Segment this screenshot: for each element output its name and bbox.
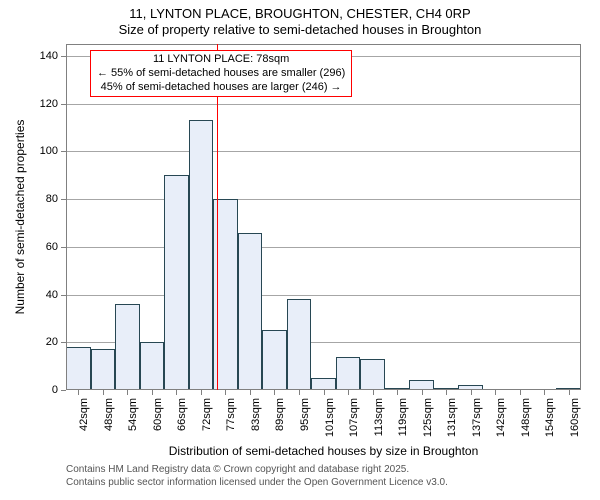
plot-area: 02040608010012014042sqm48sqm54sqm60sqm66… xyxy=(66,44,581,390)
x-tick-mark xyxy=(324,390,325,395)
plot-border xyxy=(66,44,67,390)
histogram-bar xyxy=(262,330,287,390)
y-tick-label: 140 xyxy=(40,50,66,62)
y-tick-label: 0 xyxy=(52,384,66,396)
x-tick-label: 83sqm xyxy=(250,398,262,431)
x-tick-mark xyxy=(274,390,275,395)
x-tick-mark xyxy=(201,390,202,395)
y-tick-label: 120 xyxy=(40,98,66,110)
x-tick-label: 131sqm xyxy=(446,398,458,437)
x-tick-mark xyxy=(103,390,104,395)
x-tick-mark xyxy=(299,390,300,395)
annotation-line: 11 LYNTON PLACE: 78sqm xyxy=(97,53,345,67)
x-tick-mark xyxy=(250,390,251,395)
histogram-bar xyxy=(91,349,116,390)
attribution-line-1: Contains HM Land Registry data © Crown c… xyxy=(66,464,448,477)
y-tick-label: 40 xyxy=(46,289,66,301)
x-tick-mark xyxy=(397,390,398,395)
x-tick-label: 54sqm xyxy=(127,398,139,431)
x-tick-mark xyxy=(127,390,128,395)
grid-line xyxy=(66,295,581,296)
annotation-line: 45% of semi-detached houses are larger (… xyxy=(97,81,345,95)
x-tick-mark xyxy=(471,390,472,395)
grid-line xyxy=(66,247,581,248)
x-tick-label: 142sqm xyxy=(495,398,507,437)
x-tick-mark xyxy=(520,390,521,395)
x-tick-label: 125sqm xyxy=(422,398,434,437)
plot-border xyxy=(66,389,581,390)
y-tick-label: 100 xyxy=(40,145,66,157)
title-line-1: 11, LYNTON PLACE, BROUGHTON, CHESTER, CH… xyxy=(0,6,600,22)
chart-container: 11, LYNTON PLACE, BROUGHTON, CHESTER, CH… xyxy=(0,0,600,500)
title-line-2: Size of property relative to semi-detach… xyxy=(0,22,600,38)
x-tick-label: 66sqm xyxy=(176,398,188,431)
x-tick-label: 42sqm xyxy=(78,398,90,431)
grid-line xyxy=(66,151,581,152)
annotation-box: 11 LYNTON PLACE: 78sqm← 55% of semi-deta… xyxy=(90,50,352,97)
x-tick-mark xyxy=(446,390,447,395)
grid-line xyxy=(66,104,581,105)
x-tick-label: 77sqm xyxy=(225,398,237,431)
x-tick-label: 89sqm xyxy=(274,398,286,431)
x-tick-label: 72sqm xyxy=(201,398,213,431)
y-tick-label: 20 xyxy=(46,336,66,348)
x-tick-label: 48sqm xyxy=(103,398,115,431)
histogram-bar xyxy=(360,359,385,390)
histogram-bar xyxy=(336,357,361,390)
plot-border xyxy=(66,44,581,45)
x-tick-label: 148sqm xyxy=(520,398,532,437)
histogram-bar xyxy=(66,347,91,390)
y-axis-label: Number of semi-detached properties xyxy=(13,120,27,315)
plot-border xyxy=(580,44,581,390)
x-tick-label: 154sqm xyxy=(544,398,556,437)
histogram-bar xyxy=(115,304,140,390)
histogram-bar xyxy=(238,233,263,390)
x-tick-mark xyxy=(422,390,423,395)
histogram-bar xyxy=(140,342,165,390)
x-tick-label: 107sqm xyxy=(348,398,360,437)
x-tick-mark xyxy=(495,390,496,395)
x-tick-label: 119sqm xyxy=(397,398,409,436)
grid-line xyxy=(66,199,581,200)
x-tick-label: 137sqm xyxy=(471,398,483,437)
x-tick-mark xyxy=(176,390,177,395)
histogram-bar xyxy=(164,175,189,390)
chart-title: 11, LYNTON PLACE, BROUGHTON, CHESTER, CH… xyxy=(0,0,600,39)
x-tick-label: 95sqm xyxy=(299,398,311,431)
x-tick-mark xyxy=(569,390,570,395)
x-tick-mark xyxy=(152,390,153,395)
histogram-bar xyxy=(189,120,214,390)
y-tick-label: 80 xyxy=(46,193,66,205)
x-tick-mark xyxy=(348,390,349,395)
x-tick-label: 60sqm xyxy=(152,398,164,431)
y-tick-label: 60 xyxy=(46,241,66,253)
annotation-line: ← 55% of semi-detached houses are smalle… xyxy=(97,67,345,81)
x-tick-mark xyxy=(78,390,79,395)
attribution-line-2: Contains public sector information licen… xyxy=(66,477,448,490)
x-tick-mark xyxy=(544,390,545,395)
histogram-bar xyxy=(287,299,312,390)
attribution: Contains HM Land Registry data © Crown c… xyxy=(66,464,448,489)
x-tick-label: 113sqm xyxy=(373,398,385,436)
x-tick-label: 101sqm xyxy=(324,398,336,437)
x-tick-mark xyxy=(225,390,226,395)
x-tick-mark xyxy=(373,390,374,395)
x-tick-label: 160sqm xyxy=(569,398,581,437)
x-axis-label: Distribution of semi-detached houses by … xyxy=(169,444,479,458)
